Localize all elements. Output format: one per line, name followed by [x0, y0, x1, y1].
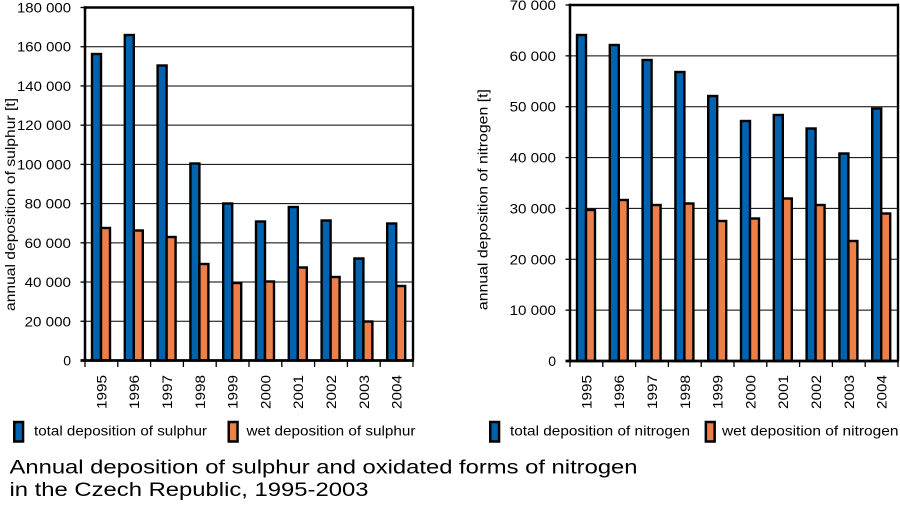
svg-text:total deposition of sulphur: total deposition of sulphur — [34, 423, 207, 439]
svg-text:60 000: 60 000 — [510, 48, 557, 64]
svg-text:160 000: 160 000 — [17, 39, 71, 55]
svg-text:30 000: 30 000 — [510, 200, 557, 216]
svg-text:50 000: 50 000 — [510, 99, 557, 115]
svg-text:70 000: 70 000 — [510, 0, 557, 13]
svg-text:2000: 2000 — [257, 375, 273, 409]
svg-text:100 000: 100 000 — [17, 156, 71, 172]
svg-text:60 000: 60 000 — [25, 235, 72, 251]
svg-text:1996: 1996 — [611, 375, 627, 409]
svg-text:1998: 1998 — [192, 375, 208, 409]
svg-text:wet deposition of nitrogen: wet deposition of nitrogen — [721, 423, 899, 439]
svg-text:180 000: 180 000 — [17, 0, 71, 16]
svg-text:annual deposition of sulphur [: annual deposition of sulphur [t] — [2, 98, 18, 311]
svg-text:0: 0 — [548, 353, 556, 369]
svg-text:1995: 1995 — [578, 375, 594, 409]
svg-text:2001: 2001 — [775, 375, 791, 409]
svg-text:annual deposition of nitrogen: annual deposition of nitrogen [t] — [475, 89, 491, 310]
svg-text:2003: 2003 — [841, 375, 857, 409]
svg-text:1996: 1996 — [126, 375, 142, 409]
svg-text:40 000: 40 000 — [510, 150, 557, 166]
svg-text:2002: 2002 — [323, 375, 339, 409]
svg-text:2001: 2001 — [290, 375, 306, 409]
svg-text:1999: 1999 — [710, 375, 726, 409]
svg-text:140 000: 140 000 — [17, 78, 71, 94]
svg-text:40 000: 40 000 — [25, 274, 72, 290]
svg-text:20 000: 20 000 — [25, 313, 72, 329]
svg-text:1998: 1998 — [677, 375, 693, 409]
svg-text:total deposition of nitrogen: total deposition of nitrogen — [510, 423, 690, 439]
svg-text:in the Czech Republic, 1995-20: in the Czech Republic, 1995-2003 — [10, 479, 369, 501]
svg-text:1999: 1999 — [225, 375, 241, 409]
svg-text:80 000: 80 000 — [25, 196, 72, 212]
svg-text:120 000: 120 000 — [17, 117, 71, 133]
svg-text:2002: 2002 — [808, 375, 824, 409]
svg-text:10 000: 10 000 — [510, 302, 557, 318]
svg-text:1997: 1997 — [159, 375, 175, 409]
svg-text:Annual deposition of sulphur a: Annual deposition of sulphur and oxidate… — [10, 457, 638, 479]
svg-text:1995: 1995 — [93, 375, 109, 409]
svg-text:2004: 2004 — [874, 375, 890, 409]
svg-text:20 000: 20 000 — [510, 251, 557, 267]
svg-text:0: 0 — [63, 353, 71, 369]
svg-text:2003: 2003 — [356, 375, 372, 409]
svg-text:2004: 2004 — [389, 375, 405, 409]
svg-text:1997: 1997 — [644, 375, 660, 409]
svg-text:wet deposition of sulphur: wet deposition of sulphur — [245, 423, 415, 439]
svg-text:2000: 2000 — [742, 375, 758, 409]
